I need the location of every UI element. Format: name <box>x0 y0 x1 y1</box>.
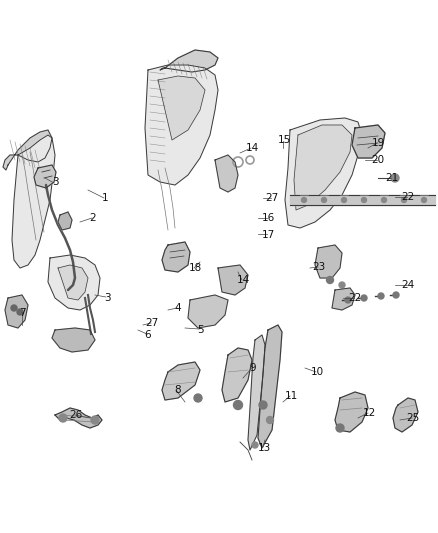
Polygon shape <box>5 295 28 328</box>
Polygon shape <box>145 65 218 185</box>
Polygon shape <box>218 265 248 295</box>
Text: 13: 13 <box>258 443 271 453</box>
Polygon shape <box>393 398 418 432</box>
Text: 14: 14 <box>245 143 258 153</box>
Circle shape <box>266 416 273 424</box>
Polygon shape <box>12 135 55 268</box>
Text: 12: 12 <box>362 408 376 418</box>
Polygon shape <box>48 255 100 310</box>
Circle shape <box>301 198 307 203</box>
Text: 25: 25 <box>406 413 420 423</box>
Text: 1: 1 <box>102 193 108 203</box>
Text: 15: 15 <box>277 135 291 145</box>
Circle shape <box>252 442 258 448</box>
Circle shape <box>393 292 399 298</box>
Text: 22: 22 <box>401 192 415 202</box>
Circle shape <box>361 295 367 301</box>
Text: 22: 22 <box>348 293 362 303</box>
Circle shape <box>326 277 333 284</box>
Polygon shape <box>162 242 190 272</box>
Circle shape <box>11 305 17 311</box>
Circle shape <box>321 198 326 203</box>
Polygon shape <box>258 325 282 448</box>
Polygon shape <box>3 130 52 170</box>
Polygon shape <box>34 165 56 188</box>
Polygon shape <box>352 125 385 158</box>
Circle shape <box>378 293 384 299</box>
Text: 23: 23 <box>312 262 325 272</box>
Text: 2: 2 <box>90 213 96 223</box>
Circle shape <box>59 414 67 422</box>
Text: 24: 24 <box>401 280 415 290</box>
Text: 3: 3 <box>104 293 110 303</box>
Polygon shape <box>162 362 200 400</box>
Circle shape <box>336 424 344 432</box>
Circle shape <box>233 400 243 409</box>
Text: 21: 21 <box>385 173 399 183</box>
Polygon shape <box>160 50 218 72</box>
Polygon shape <box>294 125 352 210</box>
Text: 26: 26 <box>69 410 83 420</box>
Text: 8: 8 <box>175 385 181 395</box>
Polygon shape <box>58 212 72 230</box>
Text: 5: 5 <box>197 325 203 335</box>
Circle shape <box>17 309 23 315</box>
Circle shape <box>361 198 367 203</box>
Text: 11: 11 <box>284 391 298 401</box>
Text: 27: 27 <box>145 318 159 328</box>
Circle shape <box>391 174 399 182</box>
Text: 27: 27 <box>265 193 279 203</box>
Circle shape <box>402 198 406 203</box>
Polygon shape <box>332 288 355 310</box>
Text: 16: 16 <box>261 213 275 223</box>
Polygon shape <box>58 265 88 300</box>
Text: 4: 4 <box>175 303 181 313</box>
Text: 18: 18 <box>188 263 201 273</box>
Text: 7: 7 <box>19 308 25 318</box>
Circle shape <box>91 416 99 424</box>
Text: 20: 20 <box>371 155 385 165</box>
Polygon shape <box>55 408 102 428</box>
Text: 10: 10 <box>311 367 324 377</box>
Polygon shape <box>158 76 205 140</box>
Polygon shape <box>188 295 228 328</box>
Text: 19: 19 <box>371 138 385 148</box>
Text: 9: 9 <box>250 363 256 373</box>
Circle shape <box>342 198 346 203</box>
Circle shape <box>194 394 202 402</box>
Circle shape <box>259 401 267 409</box>
Polygon shape <box>248 335 265 450</box>
Circle shape <box>339 282 345 288</box>
Polygon shape <box>335 392 368 432</box>
Text: 17: 17 <box>261 230 275 240</box>
Polygon shape <box>285 118 362 228</box>
Polygon shape <box>52 328 95 352</box>
Circle shape <box>421 198 427 203</box>
Polygon shape <box>290 195 435 205</box>
Text: 3: 3 <box>52 177 58 187</box>
Text: 6: 6 <box>145 330 151 340</box>
Circle shape <box>381 198 386 203</box>
Circle shape <box>345 297 351 303</box>
Polygon shape <box>215 155 238 192</box>
Polygon shape <box>315 245 342 278</box>
Polygon shape <box>222 348 252 402</box>
Text: 14: 14 <box>237 275 250 285</box>
